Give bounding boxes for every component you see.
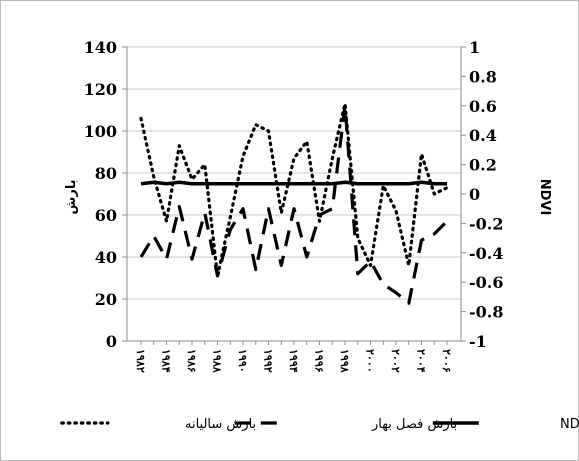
legend-label-2: شاخص NDVI — [560, 417, 579, 432]
left-tick-label: 60 — [95, 206, 117, 225]
x-ticks: ۱۹۸۲ ۱۹۸۴ ۱۹۸۶ ۱۹۸۸ ۱۹۹۰ ۱۹۹۲ ۱۹۹۴ ۱۹۹۶ ۱۹۹۸ ۲۰۰۰… — [134, 341, 453, 373]
left-tick-label: 40 — [95, 248, 117, 267]
right-tick-label: 1 — [469, 38, 480, 57]
right-tick-label: 0 — [469, 185, 480, 204]
x-tick-label: ۱۹۸۴ — [160, 349, 173, 373]
right-tick-label: -0.8 — [469, 303, 503, 322]
x-tick-label: ۱۹۸۶ — [185, 349, 198, 373]
legend: شاخص NDVI بارش فصل بهار بارش سالیانه — [60, 417, 579, 432]
x-tick-label: ۲۰۰۶ — [440, 349, 453, 373]
right-tick-label: -1 — [469, 332, 487, 351]
left-tick-label: 0 — [106, 332, 117, 351]
legend-label-1: بارش فصل بهار — [371, 417, 457, 432]
legend-label-0: بارش سالیانه — [185, 417, 256, 432]
x-tick-label: ۲۰۰۲ — [389, 349, 402, 373]
x-tick-label: ۱۹۹۴ — [287, 349, 300, 373]
left-tick-label: 20 — [95, 290, 117, 309]
x-tick-label: ۱۹۹۶ — [313, 349, 326, 373]
left-tick-label: 100 — [84, 122, 117, 141]
right-tick-label: -0.2 — [469, 214, 503, 233]
x-tick-label: ۱۹۹۰ — [236, 349, 249, 373]
x-tick-label: ۲۰۰۴ — [415, 349, 428, 373]
series-line-0 — [139, 102, 449, 278]
right-tick-label: -0.4 — [469, 244, 503, 263]
left-tick-label: 140 — [84, 38, 117, 57]
left-tick-label: 80 — [95, 164, 117, 183]
left-y-ticks: 0 20 40 60 80 100 120 140 — [84, 38, 127, 351]
right-tick-label: -0.6 — [469, 273, 503, 292]
left-axis-title: بارش — [64, 179, 79, 214]
x-tick-label: ۱۹۹۸ — [338, 349, 351, 373]
x-tick-label: ۱۹۸۸ — [211, 349, 224, 373]
x-tick-label: ۱۹۹۲ — [262, 349, 275, 373]
x-tick-label: ۲۰۰۰ — [364, 349, 377, 373]
right-tick-label: 0.8 — [469, 67, 497, 86]
right-tick-label: 0.6 — [469, 97, 497, 116]
right-y-ticks: -1 -0.8 -0.6 -0.4 -0.2 0 0.2 0.4 0.6 0.8 1 — [461, 38, 503, 351]
x-tick-label: ۱۹۸۲ — [134, 349, 147, 373]
series-lines — [139, 102, 449, 305]
series-line-1 — [139, 104, 449, 305]
left-tick-label: 120 — [84, 80, 117, 99]
right-tick-label: 0.4 — [469, 126, 497, 145]
series-line-2 — [140, 180, 447, 186]
right-axis-title: NDVI — [537, 179, 552, 216]
right-tick-label: 0.2 — [469, 156, 497, 175]
